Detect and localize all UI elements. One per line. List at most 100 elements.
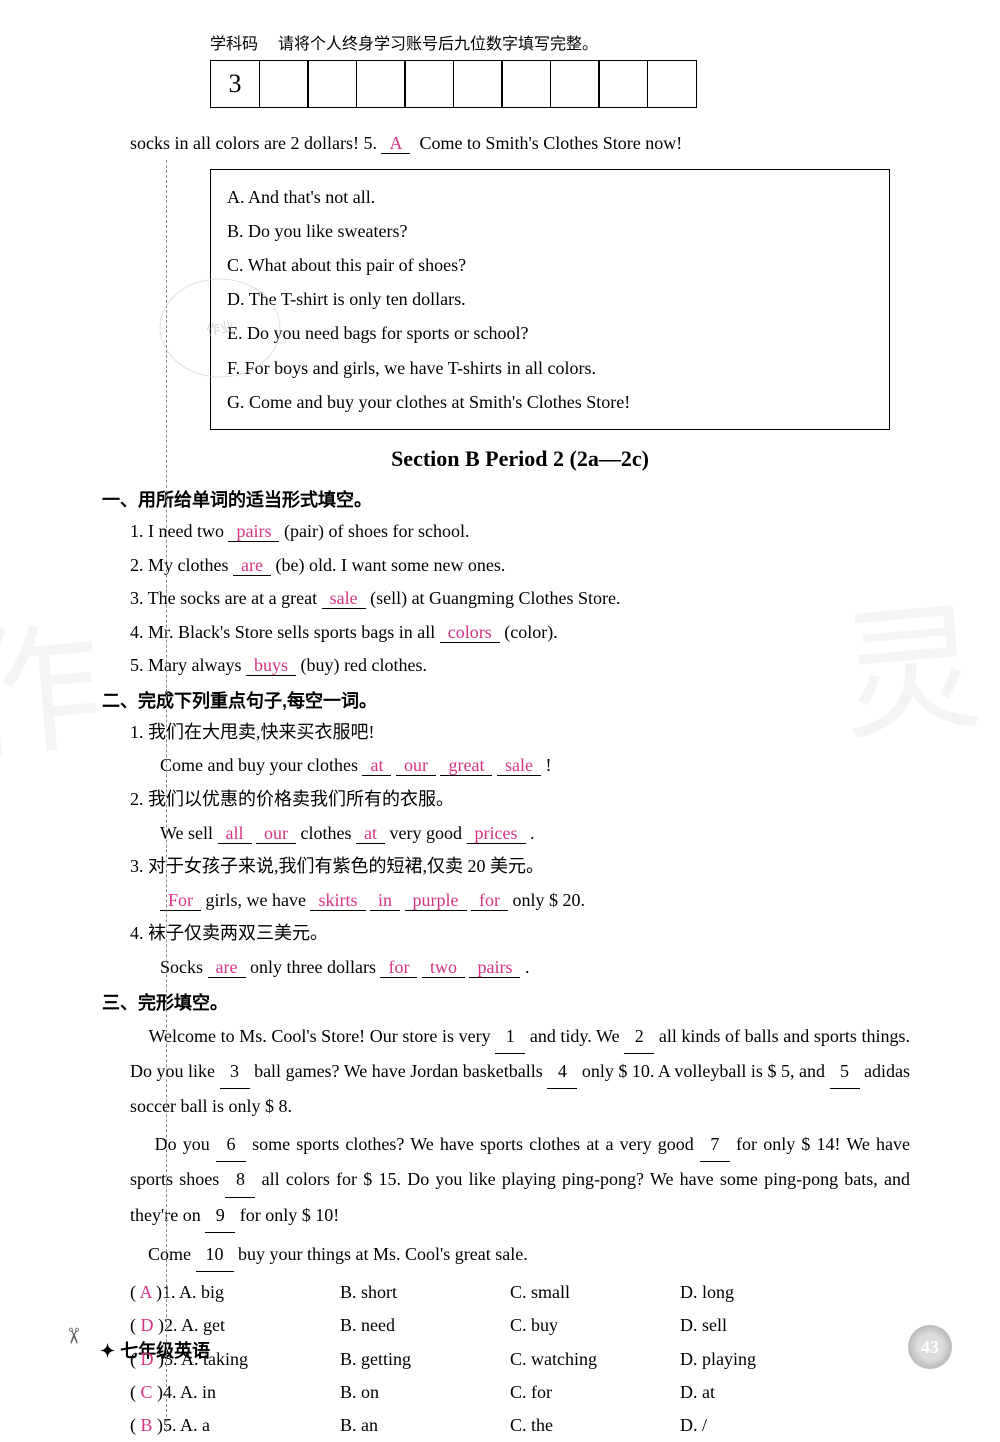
- answer: our: [396, 755, 436, 776]
- code-box[interactable]: [259, 60, 309, 108]
- answer: two: [422, 957, 465, 978]
- code-box[interactable]: [404, 60, 454, 108]
- option-d: D. /: [680, 1409, 850, 1442]
- option-text: Do you need bags for sports or school?: [247, 323, 528, 343]
- option-b: B. on: [340, 1376, 510, 1409]
- option-d: D. playing: [680, 1343, 850, 1376]
- option-e: E. Do you need bags for sports or school…: [227, 316, 873, 350]
- blank: 1: [495, 1019, 525, 1054]
- section-b-title: Section B Period 2 (2a—2c): [90, 446, 950, 472]
- code-box[interactable]: [598, 60, 648, 108]
- p2-q3-en: For girls, we have skirts in purple for …: [160, 885, 950, 916]
- answer: buys: [246, 655, 296, 676]
- option-c: C. small: [510, 1276, 680, 1309]
- option-c: C. What about this pair of shoes?: [227, 248, 873, 282]
- p2-q2-en: We sell all our clothes at very good pri…: [160, 818, 950, 849]
- answer: are: [208, 957, 246, 978]
- option-text: Do you like sweaters?: [248, 221, 407, 241]
- blank: 7: [700, 1127, 730, 1162]
- answer: skirts: [310, 890, 365, 911]
- p2-q3-cn: 3. 对于女孩子来说,我们有紫色的短裙,仅卖 20 美元。: [130, 851, 950, 882]
- option-text: Come and buy your clothes at Smith's Clo…: [249, 392, 630, 412]
- answer: sale: [497, 755, 541, 776]
- option-f: F. For boys and girls, we have T-shirts …: [227, 351, 873, 385]
- answer: purple: [405, 890, 467, 911]
- blank: 8: [225, 1162, 255, 1197]
- p2-q1-cn: 1. 我们在大甩卖,快来买衣服吧!: [130, 717, 950, 748]
- answer: in: [370, 890, 400, 911]
- part1-heading: 一、用所给单词的适当形式填空。: [102, 486, 950, 512]
- blank: 4: [547, 1054, 577, 1089]
- answer: great: [440, 755, 492, 776]
- p2-q4-cn: 4. 袜子仅卖两双三美元。: [130, 918, 950, 949]
- answer: sale: [322, 588, 366, 609]
- option-c: C. buy: [510, 1309, 680, 1342]
- option-b: B. short: [340, 1276, 510, 1309]
- answer: for: [471, 890, 508, 911]
- option-c: C. watching: [510, 1343, 680, 1376]
- blank: 5: [830, 1054, 860, 1089]
- choice-row: ( C )4. A. inB. onC. forD. at: [130, 1376, 950, 1409]
- cloze-paragraph-2: Do you 6 some sports clothes? We have sp…: [130, 1127, 910, 1233]
- answer: all: [218, 823, 252, 844]
- top-sentence: socks in all colors are 2 dollars! 5. A …: [130, 128, 950, 159]
- p1-q5: 5. Mary always buys (buy) red clothes.: [130, 650, 950, 681]
- choice-prefix: ( C )4. A. in: [130, 1376, 340, 1409]
- option-b: B. getting: [340, 1343, 510, 1376]
- blank: 10: [196, 1237, 234, 1272]
- option-g: G. Come and buy your clothes at Smith's …: [227, 385, 873, 419]
- answer: are: [233, 555, 271, 576]
- code-box[interactable]: [550, 60, 600, 108]
- code-box-fixed: 3: [210, 60, 260, 108]
- code-box[interactable]: [356, 60, 406, 108]
- answer: our: [256, 823, 296, 844]
- choice-row: ( B )5. A. aB. anC. theD. /: [130, 1409, 950, 1442]
- scissors-icon: ✂: [60, 1327, 86, 1345]
- answer-5: A: [381, 133, 410, 154]
- option-c: C. the: [510, 1409, 680, 1442]
- answer: at: [356, 823, 385, 844]
- subject-code-label: 学科码: [210, 30, 258, 54]
- answer: pairs: [469, 957, 520, 978]
- option-d: D. long: [680, 1276, 850, 1309]
- p1-q4: 4. Mr. Black's Store sells sports bags i…: [130, 617, 950, 648]
- option-b: B. an: [340, 1409, 510, 1442]
- blank: 2: [624, 1019, 654, 1054]
- option-d: D. at: [680, 1376, 850, 1409]
- option-b: B. need: [340, 1309, 510, 1342]
- p2-q4-en: Socks are only three dollars for two pai…: [160, 952, 950, 983]
- answer: pairs: [228, 521, 279, 542]
- option-d: D. sell: [680, 1309, 850, 1342]
- code-box-row: 3: [210, 60, 950, 108]
- p2-q2-cn: 2. 我们以优惠的价格卖我们所有的衣服。: [130, 784, 950, 815]
- answer: prices: [467, 823, 526, 844]
- p1-q2: 2. My clothes are (be) old. I want some …: [130, 550, 950, 581]
- part2-heading: 二、完成下列重点句子,每空一词。: [102, 687, 950, 713]
- option-d: D. The T-shirt is only ten dollars.: [227, 282, 873, 316]
- answer: at: [362, 755, 391, 776]
- p1-q1: 1. I need two pairs (pair) of shoes for …: [130, 516, 950, 547]
- blank: 3: [220, 1054, 250, 1089]
- option-a: A. And that's not all.: [227, 180, 873, 214]
- p2-q1-en: Come and buy your clothes at our great s…: [160, 750, 950, 781]
- text: Come to Smith's Clothes Store now!: [419, 133, 682, 153]
- choice-row: ( D )3. A. takingB. gettingC. watchingD.…: [130, 1343, 950, 1376]
- choice-prefix: ( A )1. A. big: [130, 1276, 340, 1309]
- choice-row: ( D )2. A. getB. needC. buyD. sell: [130, 1309, 950, 1342]
- code-box[interactable]: [453, 60, 503, 108]
- p1-q3: 3. The socks are at a great sale (sell) …: [130, 583, 950, 614]
- blank: 6: [216, 1127, 246, 1162]
- header-instruction: 请将个人终身学习账号后九位数字填写完整。: [278, 30, 598, 54]
- code-box[interactable]: [501, 60, 551, 108]
- option-text: And that's not all.: [248, 187, 375, 207]
- choice-prefix: ( D )3. A. taking: [130, 1343, 340, 1376]
- code-box[interactable]: [647, 60, 697, 108]
- option-c: C. for: [510, 1376, 680, 1409]
- code-box[interactable]: [307, 60, 357, 108]
- choice-row: ( A )1. A. bigB. shortC. smallD. long: [130, 1276, 950, 1309]
- cloze-paragraph-1: Welcome to Ms. Cool's Store! Our store i…: [130, 1019, 910, 1124]
- part3-heading: 三、完形填空。: [102, 989, 950, 1015]
- blank: 9: [205, 1198, 235, 1233]
- text: socks in all colors are 2 dollars! 5.: [130, 133, 377, 153]
- options-box: A. And that's not all. B. Do you like sw…: [210, 169, 890, 430]
